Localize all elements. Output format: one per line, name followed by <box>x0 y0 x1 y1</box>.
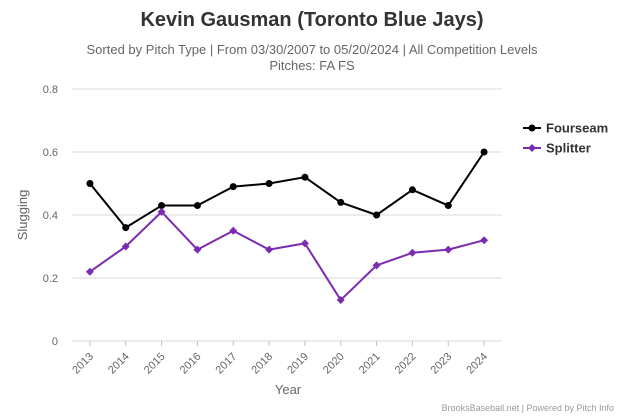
data-point-marker[interactable] <box>121 242 130 251</box>
data-point-marker[interactable] <box>337 198 345 206</box>
x-tick-label: 2020 <box>321 351 347 377</box>
legend-label: Splitter <box>546 141 591 156</box>
x-tick-label: 2017 <box>214 351 240 377</box>
x-tick-label: 2013 <box>70 351 96 377</box>
data-point-marker[interactable] <box>373 211 381 219</box>
data-point-marker[interactable] <box>229 183 237 191</box>
y-tick-label: 0.8 <box>43 84 58 96</box>
y-tick-label: 0 <box>52 336 58 348</box>
x-tick-label: 2019 <box>285 351 311 377</box>
legend-marker <box>528 124 536 132</box>
x-tick-label: 2014 <box>106 351 132 377</box>
legend[interactable]: Fourseam Splitter <box>523 121 608 156</box>
data-point-marker[interactable] <box>86 180 94 187</box>
legend-label: Fourseam <box>546 121 608 136</box>
data-point-marker[interactable] <box>122 224 130 232</box>
chart-title: Kevin Gausman (Toronto Blue Jays) <box>140 9 483 31</box>
data-point-marker[interactable] <box>444 202 452 210</box>
data-point-marker[interactable] <box>158 202 166 210</box>
x-tick-label: 2015 <box>142 351 168 377</box>
data-point-marker[interactable] <box>408 248 417 257</box>
x-tick-label: 2024 <box>464 351 490 377</box>
data-point-marker[interactable] <box>444 245 453 254</box>
legend-item-splitter[interactable]: Splitter <box>523 141 591 156</box>
data-point-marker[interactable] <box>408 186 416 194</box>
data-point-marker[interactable] <box>265 180 273 187</box>
series-line <box>89 151 485 229</box>
data-point-marker[interactable] <box>336 296 345 305</box>
series-splitter[interactable] <box>85 207 489 305</box>
series-line <box>89 210 485 302</box>
x-axis-ticks: 2013 2014 2015 2016 2017 2018 2019 2020 2021 2022… <box>70 341 490 376</box>
chart-subtitle-line1: Sorted by Pitch Type | From 03/30/2007 t… <box>87 42 538 57</box>
data-point-marker[interactable] <box>372 261 381 270</box>
data-point-marker[interactable] <box>300 239 309 248</box>
legend-marker <box>528 144 536 152</box>
data-point-marker[interactable] <box>193 245 202 254</box>
y-tick-label: 0.4 <box>43 210 58 222</box>
series-fourseam[interactable] <box>86 148 488 232</box>
legend-item-fourseam[interactable]: Fourseam <box>523 121 608 136</box>
credits-text[interactable]: BrooksBaseball.net | Powered by Pitch In… <box>442 403 614 413</box>
x-tick-label: 2018 <box>249 351 275 377</box>
data-point-marker[interactable] <box>301 173 309 181</box>
x-tick-label: 2021 <box>357 351 383 377</box>
data-point-marker[interactable] <box>85 267 94 276</box>
x-tick-label: 2022 <box>393 351 419 377</box>
data-point-marker[interactable] <box>480 236 489 245</box>
x-tick-label: 2023 <box>429 351 455 377</box>
gridlines <box>72 88 502 342</box>
data-point-marker[interactable] <box>193 202 201 210</box>
x-axis-title: Year <box>275 382 302 397</box>
data-point-marker[interactable] <box>157 207 166 216</box>
data-point-marker[interactable] <box>229 226 238 235</box>
y-axis-ticks: 0 0.2 0.4 0.6 0.8 <box>43 84 58 348</box>
y-tick-label: 0.6 <box>43 147 58 159</box>
data-point-marker[interactable] <box>265 245 274 254</box>
series-group <box>85 148 489 305</box>
data-point-marker[interactable] <box>480 148 488 156</box>
chart-subtitle-line2: Pitches: FA FS <box>269 58 355 73</box>
y-axis-title: Slugging <box>15 190 30 241</box>
y-tick-label: 0.2 <box>43 273 58 285</box>
x-tick-label: 2016 <box>178 351 204 377</box>
